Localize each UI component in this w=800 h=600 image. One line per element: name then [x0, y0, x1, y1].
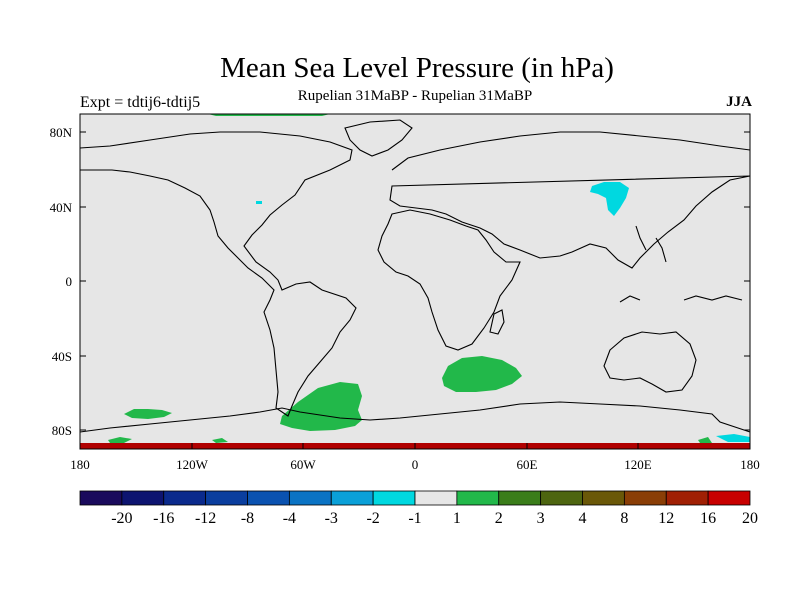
lon-label-60w: 60W	[290, 457, 316, 472]
colorbar-swatch	[582, 490, 625, 506]
colorbar-label: 8	[620, 510, 628, 527]
anomaly-patch-antarctic-1	[108, 437, 132, 443]
anomaly-patch-antarctic-east	[716, 434, 750, 442]
lat-labels: 80N 40N 0 40S 80S	[50, 125, 73, 438]
colorbar-label: 20	[742, 510, 758, 527]
colorbar-swatch	[163, 490, 207, 506]
lat-label-0: 0	[66, 274, 73, 289]
coastlines	[79, 119, 751, 433]
lon-label-180w: 180	[70, 457, 90, 472]
coastline-africa	[377, 209, 521, 351]
colorbar-swatch	[623, 490, 667, 506]
anomaly-patch-south-pacific	[124, 409, 172, 419]
colorbar-label: 3	[537, 510, 545, 527]
lon-label-120e: 120E	[624, 457, 652, 472]
colorbar-swatch	[205, 490, 248, 506]
colorbar-label: 12	[658, 510, 674, 527]
season-label: JJA	[726, 94, 752, 110]
colorbar-label: 16	[700, 510, 716, 527]
colorbar-swatch	[456, 490, 500, 506]
coastline-islands-asia	[619, 225, 743, 303]
lat-label-80n: 80N	[50, 125, 73, 140]
coastline-greenland	[344, 119, 413, 157]
anomaly-patch-antarctic-3	[698, 437, 712, 443]
coastline-madagascar	[489, 309, 505, 335]
coastline-americas	[79, 131, 357, 417]
lon-axis	[191, 443, 639, 449]
anomaly-patch-small	[256, 201, 262, 204]
colorbar-label: -3	[325, 510, 338, 527]
lat-label-40n: 40N	[50, 200, 73, 215]
colorbar-label: -12	[195, 510, 216, 527]
colorbar-label: -8	[241, 510, 254, 527]
colorbar-swatch	[79, 490, 123, 506]
subtitle: Rupelian 31MaBP - Rupelian 31MaBP	[297, 88, 533, 104]
anomaly-patch-south-atlantic	[280, 382, 362, 431]
page-title: Mean Sea Level Pressure (in hPa)	[220, 52, 614, 84]
coastline-australia	[603, 331, 697, 393]
anomaly-patch-north-pacific	[590, 182, 629, 216]
colorbar-swatch	[414, 490, 458, 506]
colorbar-label: 1	[453, 510, 461, 527]
colorbar-swatch	[288, 490, 332, 506]
lon-label-60e: 60E	[517, 457, 538, 472]
colorbar-label: 2	[495, 510, 503, 527]
lon-label-180e: 180	[740, 457, 760, 472]
lat-axis	[80, 131, 750, 431]
negative-anomaly-areas	[256, 182, 750, 442]
map-background	[80, 114, 750, 449]
colorbar-swatch	[247, 490, 290, 506]
lon-labels: 180 120W 60W 0 60E 120E 180	[70, 457, 760, 472]
colorbar-label: -4	[283, 510, 296, 527]
colorbar-label: -2	[366, 510, 379, 527]
colorbar-label: -1	[408, 510, 421, 527]
colorbar-swatch	[498, 490, 542, 506]
colorbar-swatch	[540, 490, 583, 506]
colorbar-swatch	[330, 490, 374, 506]
lon-label-120w: 120W	[176, 457, 209, 472]
colorbar-label: -20	[111, 510, 132, 527]
colorbar-swatch	[707, 490, 751, 506]
lon-label-0: 0	[412, 457, 419, 472]
coastline-eurasia	[389, 131, 751, 269]
anomaly-patch-southern-indian	[442, 356, 522, 392]
anomaly-patch-antarctic-2	[212, 438, 228, 443]
colorbar-swatch	[121, 490, 165, 506]
lat-label-80s: 80S	[52, 423, 72, 438]
colorbar-swatch	[372, 490, 416, 506]
colorbar-swatch	[665, 490, 709, 506]
map-panel	[79, 113, 751, 450]
experiment-label: Expt = tdtij6-tdtij5	[80, 94, 201, 111]
coastline-antarctica	[79, 401, 751, 433]
lat-label-40s: 40S	[52, 349, 72, 364]
colorbar-label: -16	[153, 510, 174, 527]
colorbar: -20 -16 -12 -8 -4 -3 -2 -1 1 2 3 4 8 12 16 20	[79, 490, 758, 527]
colorbar-label: 4	[579, 510, 587, 527]
